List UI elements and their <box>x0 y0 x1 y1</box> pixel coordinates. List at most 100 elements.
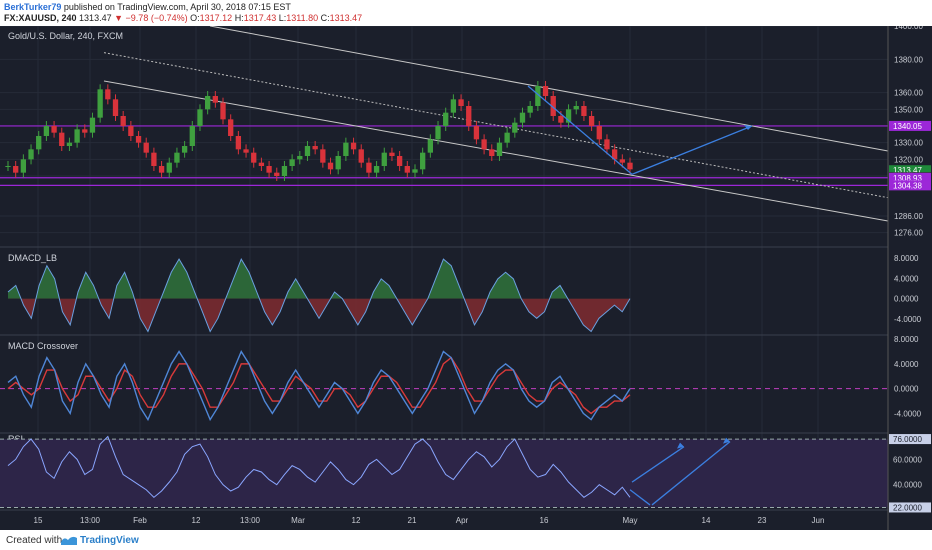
candle <box>13 166 19 173</box>
candle <box>627 162 633 170</box>
y-tick-label: 40.0000 <box>893 481 922 490</box>
candle <box>558 116 564 123</box>
y-tick-label: 1330.00 <box>894 139 923 148</box>
candle <box>36 136 42 150</box>
candle <box>527 106 533 113</box>
rsi-level-box <box>889 434 931 445</box>
candle <box>565 109 572 123</box>
candle <box>258 162 265 166</box>
candle <box>489 149 495 156</box>
last-price: 1313.47 <box>79 13 112 23</box>
candle <box>343 142 349 156</box>
x-tick-label: 14 <box>702 516 711 525</box>
y-tick-label: 1380.00 <box>894 55 923 64</box>
pane-title: Gold/U.S. Dollar, 240, FXCM <box>8 31 123 41</box>
candle <box>519 112 526 123</box>
y-tick-label: 8.0000 <box>894 254 919 263</box>
candle <box>373 166 380 173</box>
y-tick-label: 1360.00 <box>894 89 923 98</box>
candle <box>573 106 579 110</box>
created-with-text: Created with <box>6 535 63 546</box>
drawings[interactable] <box>527 85 753 506</box>
x-tick-label: 16 <box>540 516 549 525</box>
candle <box>366 162 372 173</box>
tradingview-logo-icon[interactable] <box>60 534 78 546</box>
candle <box>481 139 487 150</box>
chart-canvas[interactable]: Gold/U.S. Dollar, 240, FXCM DMACD_LB MACD … <box>0 26 932 530</box>
author-link[interactable]: BerkTurker79 <box>4 2 62 12</box>
price-label: 1304.38 <box>893 181 922 190</box>
candle <box>5 166 11 167</box>
candle <box>389 152 395 156</box>
y-tick-label: 1400.00 <box>894 26 923 31</box>
pane-title: MACD Crossover <box>8 341 78 351</box>
candle <box>197 109 203 126</box>
candle <box>20 159 27 173</box>
price-change: −9.78 (−0.74%) <box>125 13 188 23</box>
trend-arrow <box>629 489 651 506</box>
price-axes: 1400.001380.001360.001350.001340.001330.… <box>34 26 932 530</box>
channel-lower-line <box>103 80 889 222</box>
candle <box>59 132 65 146</box>
y-tick-label: 1276.00 <box>894 229 923 238</box>
candle <box>588 116 595 126</box>
dmacd-line <box>7 257 631 333</box>
candle <box>66 142 73 146</box>
candle <box>128 126 134 136</box>
candle <box>304 146 311 156</box>
candle <box>404 166 410 173</box>
high-label: H: <box>234 13 244 23</box>
candle <box>51 126 57 133</box>
arrow-head-icon <box>723 437 730 444</box>
macd-series-line <box>7 349 631 422</box>
y-tick-label: 76.0000 <box>893 435 922 444</box>
tradingview-brand[interactable]: TradingView <box>80 535 139 546</box>
candle <box>596 126 602 140</box>
candle <box>28 149 34 160</box>
candle <box>320 149 326 163</box>
candle <box>611 149 618 160</box>
y-tick-label: 4.0000 <box>894 274 919 283</box>
candle <box>473 126 480 140</box>
candle <box>43 126 50 136</box>
candle <box>542 86 549 96</box>
candle <box>166 162 172 173</box>
price-label: 1340.05 <box>893 122 922 131</box>
candle <box>158 166 165 173</box>
candle <box>466 106 472 126</box>
price-label-box <box>889 172 931 183</box>
candle <box>212 96 218 103</box>
x-tick-label: Jun <box>812 516 825 525</box>
y-tick-label: 1320.00 <box>894 155 923 164</box>
candle <box>412 169 418 173</box>
candle <box>135 136 142 143</box>
candle <box>435 126 441 140</box>
x-tick-label: 23 <box>758 516 767 525</box>
y-tick-label: 22.0000 <box>893 503 922 512</box>
candle <box>450 99 457 113</box>
candle <box>327 162 334 170</box>
footer: Created with TradingView <box>0 530 932 550</box>
x-tick-label: 13:00 <box>240 516 261 525</box>
trend-arrow <box>651 441 731 506</box>
x-tick-label: 15 <box>34 516 43 525</box>
candle <box>496 142 503 156</box>
candle <box>228 119 234 136</box>
candle <box>297 156 303 160</box>
price-label: 1313.47 <box>893 166 922 175</box>
candle <box>220 102 226 120</box>
open-value: 1317.12 <box>199 13 233 23</box>
trend-arrow <box>631 446 685 483</box>
candle <box>504 132 510 143</box>
candle <box>120 116 126 126</box>
candle <box>350 142 357 150</box>
close-value: 1313.47 <box>329 13 363 23</box>
candle <box>89 117 96 133</box>
trend-arrow <box>527 85 633 175</box>
arrow-head-icon <box>677 442 684 449</box>
ohlc-line: FX:XAUUSD, 240 1313.47 ▼ −9.78 (−0.74%) … <box>4 13 362 23</box>
candle <box>235 136 242 150</box>
candle <box>381 152 387 166</box>
x-tick-label: Apr <box>456 516 469 525</box>
candle <box>604 139 610 150</box>
